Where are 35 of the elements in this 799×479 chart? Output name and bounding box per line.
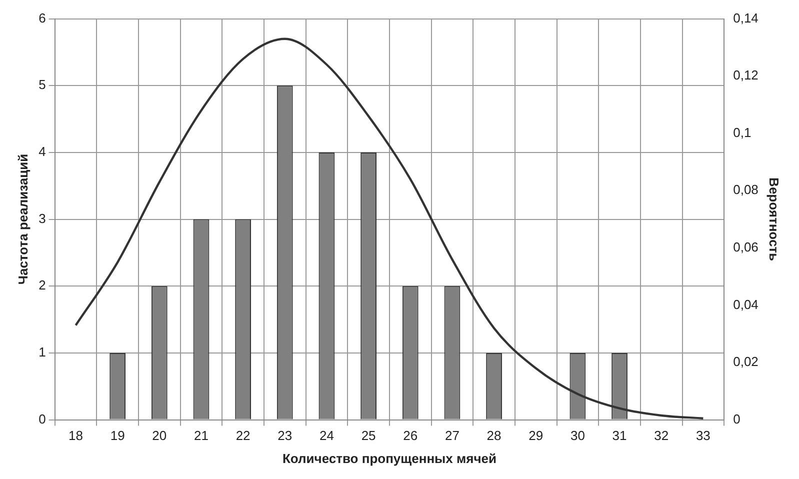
- y2-tick-label: 0,14: [733, 10, 758, 26]
- x-tick-label: 22: [236, 428, 250, 444]
- y-tick-label: 6: [38, 10, 46, 26]
- x-tick-label: 28: [486, 428, 502, 444]
- y2-axis-title: Вероятность: [766, 178, 782, 262]
- y-tick-label: 4: [38, 144, 46, 160]
- y2-tick-label: 0,08: [733, 182, 758, 198]
- y-tick-label: 0: [38, 411, 46, 426]
- x-tick-label: 18: [68, 428, 83, 444]
- y2-tick-label: 0,12: [733, 68, 758, 83]
- x-tick-label: 33: [696, 428, 710, 444]
- x-tick-label: 29: [528, 428, 544, 444]
- y-tick-label: 3: [38, 210, 46, 226]
- x-tick-label: 24: [319, 428, 334, 444]
- x-tick-label: 25: [361, 428, 376, 444]
- y2-tick-label: 0,04: [733, 296, 758, 312]
- x-tick-label: 26: [403, 428, 418, 444]
- x-tick-label: 27: [444, 428, 460, 444]
- x-tick-label: 30: [570, 428, 585, 444]
- x-tick-label: 23: [278, 428, 292, 444]
- y-tick-label: 5: [38, 77, 46, 92]
- y2-tick-label: 0: [733, 411, 740, 426]
- x-tick-label: 31: [612, 428, 627, 444]
- x-axis-title: Количество пропущенных мячей: [282, 450, 496, 466]
- y2-tick-label: 0,06: [733, 240, 758, 255]
- y-tick-label: 1: [38, 344, 46, 360]
- line-series: [74, 38, 704, 420]
- x-tick-label: 21: [194, 428, 208, 444]
- x-tick-label: 19: [110, 428, 125, 444]
- y-tick-label: 2: [38, 278, 46, 293]
- y2-tick-label: 0,1: [733, 124, 752, 140]
- x-tick-label: 32: [654, 428, 669, 444]
- y2-tick-label: 0,02: [733, 354, 758, 370]
- x-tick-label: 20: [152, 428, 167, 444]
- y-axis-title: Частота реализаций: [15, 154, 30, 285]
